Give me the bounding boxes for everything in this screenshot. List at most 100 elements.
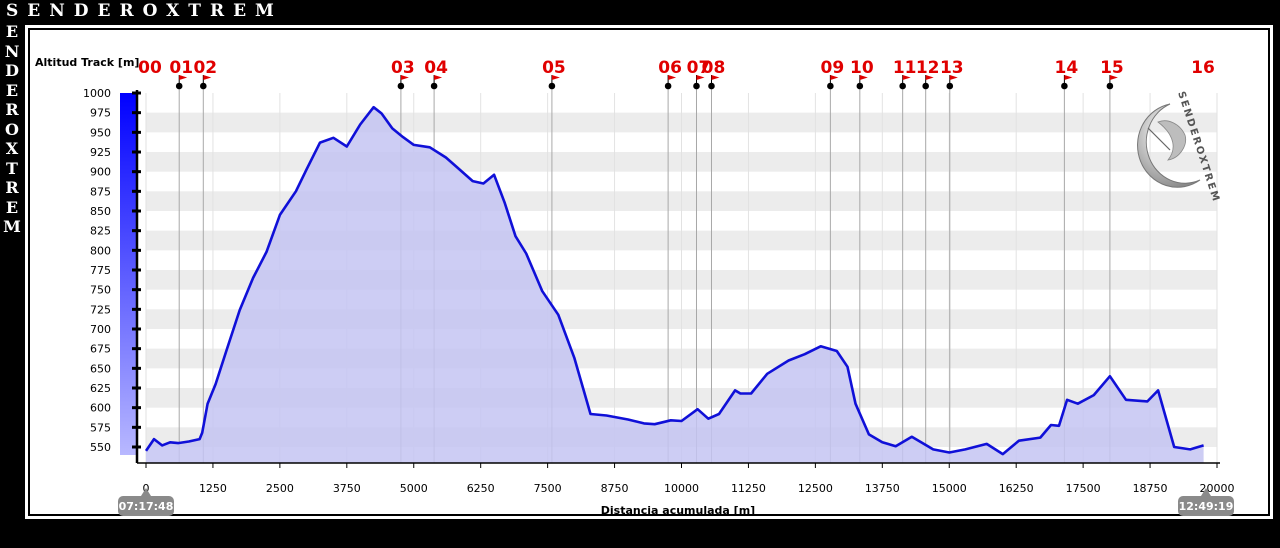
start-time-badge-pointer [141, 488, 151, 496]
waypoint-label: 11 [893, 58, 917, 78]
flag-icon [203, 75, 212, 80]
x-tick-label: 3750 [333, 482, 361, 495]
y-tick-label: 625 [90, 382, 111, 395]
waypoint-dot [856, 82, 864, 90]
brand-letter: T [6, 158, 18, 178]
flag-icon [400, 75, 409, 80]
x-tick-label: 12500 [798, 482, 833, 495]
waypoint-label: 09 [821, 58, 845, 78]
elevation-line [144, 105, 1204, 456]
y-tick-label: 875 [90, 185, 111, 198]
x-tick-label: 11250 [731, 482, 766, 495]
brand-letter: E [5, 22, 19, 41]
y-tick-label: 750 [90, 284, 111, 297]
flag-icon [925, 75, 934, 80]
brand-letter: E [5, 80, 19, 100]
waypoint-label: 04 [424, 58, 448, 78]
waypoint-dot [922, 82, 929, 90]
logo-figure [1157, 120, 1187, 161]
waypoint-dot [827, 82, 834, 90]
waypoint-dot [548, 82, 556, 90]
y-tick-label: 675 [90, 343, 111, 356]
y-tick-label: 800 [90, 244, 111, 257]
y-tick-label: 1000 [83, 87, 111, 100]
altitude-color-bar [120, 93, 136, 455]
y-tick-label: 775 [90, 264, 111, 277]
flag-icon [859, 75, 868, 80]
y-tick-label: 900 [90, 166, 111, 179]
brand-letter: N [4, 41, 20, 61]
x-tick-label: 16250 [999, 482, 1034, 495]
y-tick-label: 725 [90, 303, 111, 316]
waypoint-dot [199, 82, 207, 90]
flag-icon [179, 75, 188, 80]
waypoint-label: 02 [193, 58, 217, 78]
waypoint-dot [946, 82, 954, 90]
y-tick-label: 850 [90, 205, 111, 218]
start-time-badge-bg [118, 496, 174, 516]
flag-icon [668, 75, 677, 80]
x-axis-title: Distancia acumulada [m] [601, 504, 755, 517]
flag-icon [1064, 75, 1073, 80]
flag-icon [949, 75, 958, 80]
waypoint-label: 12 [916, 58, 940, 78]
x-tick-label: 18750 [1133, 482, 1168, 495]
waypoint-label: 10 [850, 58, 874, 78]
brand-letter: R [5, 100, 19, 119]
waypoint-label: 05 [542, 58, 566, 78]
x-tick-label: 6250 [467, 482, 495, 495]
y-tick-label: 975 [90, 107, 111, 120]
y-axis-title: Altitud Track [m] [35, 56, 139, 69]
waypoint-label: 06 [658, 58, 682, 78]
end-time-badge-bg [1178, 496, 1234, 516]
x-tick-label: 10000 [664, 482, 699, 495]
logo-crescent [1137, 103, 1201, 188]
x-tick-label: 5000 [400, 482, 428, 495]
brand-letter: X [5, 139, 19, 158]
elevation-area [146, 107, 1204, 463]
waypoint-label: 03 [391, 58, 415, 78]
x-tick-label: 17500 [1066, 482, 1101, 495]
x-tick-label: 1250 [199, 482, 227, 495]
x-tick-label: 13750 [865, 482, 900, 495]
waypoint-dot [430, 82, 438, 90]
brand-letter: E [5, 197, 19, 217]
x-tick-label: 7500 [534, 482, 562, 495]
flag-icon [551, 75, 560, 80]
start-time-badge: 07:17:48 [118, 488, 174, 516]
flag-icon [902, 75, 911, 80]
waypoint-label: 13 [940, 58, 964, 78]
waypoint-dot [693, 82, 700, 90]
waypoint-label: 14 [1055, 58, 1079, 78]
end-time-badge: 12:49:19 [1178, 488, 1234, 516]
y-tick-label: 575 [90, 421, 111, 434]
brand-letter: M [3, 217, 21, 236]
waypoint-label: 08 [702, 58, 726, 78]
y-tick-label: 550 [90, 441, 111, 454]
end-time-badge-text: 12:49:19 [1179, 500, 1234, 513]
flag-icon [434, 75, 443, 80]
y-tick-label: 950 [90, 126, 111, 139]
waypoint-label: 16 [1191, 58, 1215, 78]
y-tick-label: 825 [90, 225, 111, 238]
waypoint-dot [175, 82, 183, 90]
y-tick-label: 650 [90, 362, 111, 375]
y-tick-label: 600 [90, 402, 111, 415]
x-tick-label: 8750 [601, 482, 629, 495]
y-tick-label: 925 [90, 146, 111, 159]
waypoint-label: 00 [138, 58, 162, 78]
start-time-badge-text: 07:17:48 [119, 500, 174, 513]
waypoint-label: 15 [1100, 58, 1124, 78]
waypoint-dot [1061, 82, 1068, 90]
brand-title: SENDEROXTREM [6, 1, 283, 21]
waypoint-dot [899, 82, 906, 90]
waypoint-label: 01 [169, 58, 193, 78]
end-time-badge-pointer [1201, 488, 1211, 496]
flag-icon [1109, 75, 1118, 80]
flag-icon [830, 75, 839, 80]
x-tick-label: 15000 [932, 482, 967, 495]
brand-letter: O [5, 119, 19, 139]
flag-icon [711, 75, 720, 80]
